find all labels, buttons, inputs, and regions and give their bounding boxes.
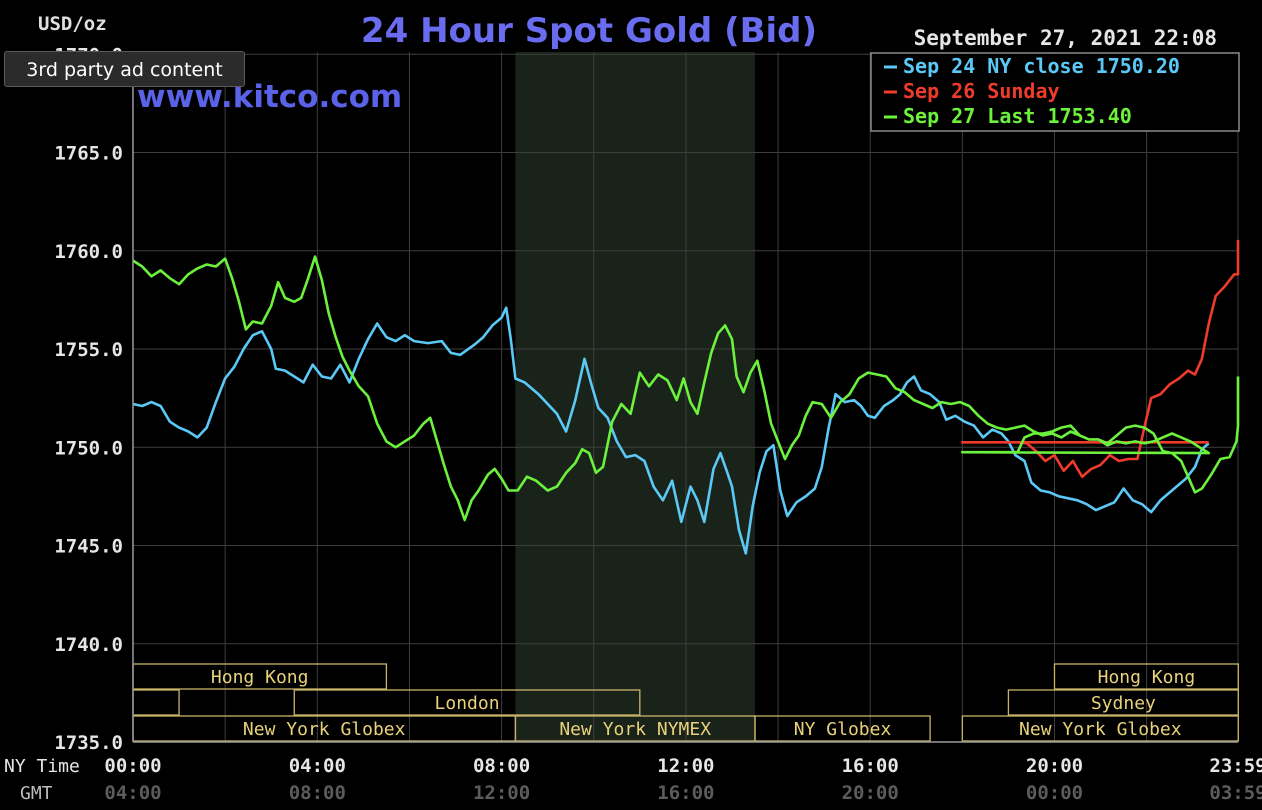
session-label: New York NYMEX xyxy=(559,719,711,740)
session-bar xyxy=(1007,689,1239,716)
legend-box xyxy=(870,52,1240,132)
axis-layer: 1735.0 1740.0 1745.0 1750.0 1755.0 1760.0 1765… xyxy=(4,44,1262,804)
x-tick-label-gmt: 20:00 xyxy=(842,782,899,804)
y-tick-label: 1755.0 xyxy=(54,339,123,361)
session-bars-layer: Hong Kong London New York Globex New York N… xyxy=(132,663,1239,742)
legend-label: Sep 24 NY close 1750.20 xyxy=(903,54,1180,78)
session-label: New York Globex xyxy=(1019,719,1182,740)
session-label: NY Globex xyxy=(794,719,892,740)
y-tick-label: 1750.0 xyxy=(54,437,123,459)
x-tick-label-gmt: 04:00 xyxy=(104,782,161,804)
session-label: Hong Kong xyxy=(1098,667,1196,688)
series-layer xyxy=(132,239,1240,555)
session-bar xyxy=(293,689,641,716)
x-tick-label-ny: 04:00 xyxy=(289,755,346,777)
x-tick-label-gmt: 12:00 xyxy=(473,782,530,804)
session-bar xyxy=(754,715,931,742)
legend-label: Sep 27 Last 1753.40 xyxy=(903,104,1132,128)
y-tick-label: 1735.0 xyxy=(54,732,123,754)
session-bar xyxy=(961,715,1239,742)
ad-badge[interactable]: 3rd party ad content xyxy=(4,51,245,87)
session-label: Sydney xyxy=(1091,693,1156,714)
y-tick-label: 1765.0 xyxy=(54,143,123,165)
session-bar xyxy=(1053,663,1239,690)
x-tick-label-gmt: 16:00 xyxy=(657,782,714,804)
grid-layer xyxy=(132,52,1239,742)
series-line-1 xyxy=(960,239,1240,479)
x-tick-label-ny: 20:00 xyxy=(1026,755,1083,777)
x-row-label-gmt: GMT xyxy=(20,783,53,804)
x-row-label-ny: NY Time xyxy=(4,756,80,777)
x-tick-label-ny: 12:00 xyxy=(657,755,714,777)
series-line-2 xyxy=(132,255,1240,522)
session-label: London xyxy=(435,693,500,714)
x-tick-label-ny: 08:00 xyxy=(473,755,530,777)
y-tick-label: 1760.0 xyxy=(54,241,123,263)
series-line-0 xyxy=(132,306,1210,555)
x-tick-label-gmt: 03:59 xyxy=(1209,782,1262,804)
x-tick-label-ny: 23:59 xyxy=(1209,755,1262,777)
x-tick-label-gmt: 08:00 xyxy=(289,782,346,804)
x-tick-label-gmt: 00:00 xyxy=(1026,782,1083,804)
unit-label: USD/oz xyxy=(38,13,107,35)
x-tick-label-ny: 00:00 xyxy=(104,755,161,777)
y-tick-label: 1740.0 xyxy=(54,634,123,656)
session-label: Hong Kong xyxy=(211,667,309,688)
x-tick-label-ny: 16:00 xyxy=(842,755,899,777)
legend-label: Sep 26 Sunday xyxy=(903,79,1060,103)
y-tick-label: 1745.0 xyxy=(54,536,123,558)
chart-title: 24 Hour Spot Gold (Bid) xyxy=(361,11,817,51)
session-label: New York Globex xyxy=(243,719,406,740)
datetime-stamp: September 27, 2021 22:08 xyxy=(914,26,1217,50)
